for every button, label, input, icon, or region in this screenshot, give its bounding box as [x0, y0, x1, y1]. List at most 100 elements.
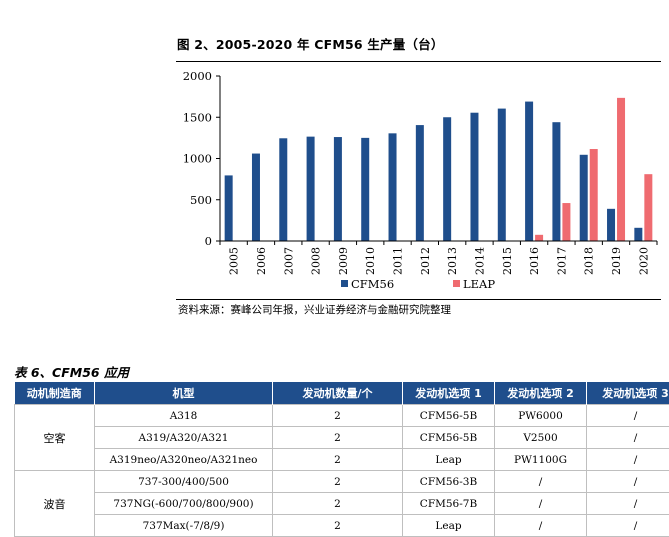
engine-count-cell: 2: [273, 449, 403, 471]
header-engine-option-1: 发动机选项 1: [403, 382, 495, 405]
x-axis: 2005 2006 2007 2008 2009 2010 2011 2012 2013 2014…: [220, 241, 657, 275]
x-tick-label: 2012: [419, 247, 432, 275]
x-tick-label: 2005: [228, 247, 241, 275]
chart-legend: CFM56 LEAP: [341, 277, 495, 291]
bar-cfm56-2019: [607, 209, 615, 241]
x-tick-label: 2016: [528, 247, 541, 275]
engine-count-cell: 2: [273, 427, 403, 449]
bar-leap-2018: [590, 149, 598, 241]
bar-cfm56-2014: [470, 113, 478, 241]
x-tick-label: 2018: [583, 247, 596, 275]
option-3-cell: /: [587, 449, 669, 471]
option-1-cell: Leap: [403, 515, 495, 537]
option-1-cell: CFM56-5B: [403, 405, 495, 427]
legend-swatch-leap: [453, 280, 460, 287]
header-engine-option-2: 发动机选项 2: [495, 382, 587, 405]
x-tick-label: 2009: [337, 247, 350, 275]
bar-cfm56-2020: [634, 228, 642, 241]
x-tick-label: 2015: [501, 247, 514, 275]
y-tick-label: 2000: [183, 69, 212, 83]
x-tick-label: 2011: [392, 247, 405, 275]
figure-title: 图 2、2005-2020 年 CFM56 生产量（台）: [177, 34, 657, 53]
header-engine-option-3: 发动机选项 3: [587, 382, 669, 405]
table-row: 737NG(-600/700/800/900) 2 CFM56-7B / /: [15, 493, 669, 515]
bar-leap-2019: [617, 98, 625, 241]
production-bar-chart: 0 500 1000 1500 2000 2005 2006 2007 2008 2009 201…: [176, 62, 660, 298]
x-tick-label: 2013: [446, 247, 459, 275]
bar-cfm56-2005: [225, 175, 233, 241]
x-tick-label: 2010: [364, 247, 377, 275]
table-row: 737Max(-7/8/9) 2 Leap / /: [15, 515, 669, 537]
manufacturer-cell: 波音: [15, 471, 95, 537]
figure-source: 资料来源：赛峰公司年报，兴业证券经济与金融研究院整理: [178, 302, 451, 317]
x-tick-label: 2008: [310, 247, 323, 275]
option-1-cell: CFM56-5B: [403, 427, 495, 449]
option-2-cell: V2500: [495, 427, 587, 449]
bar-cfm56-2009: [334, 137, 342, 241]
table-row: A319/A320/A321 2 CFM56-5B V2500 /: [15, 427, 669, 449]
engine-count-cell: 2: [273, 405, 403, 427]
option-3-cell: /: [587, 405, 669, 427]
engine-count-cell: 2: [273, 493, 403, 515]
option-2-cell: /: [495, 515, 587, 537]
manufacturer-cell: 空客: [15, 405, 95, 471]
option-3-cell: /: [587, 515, 669, 537]
bars: [225, 98, 653, 241]
table-title: 表 6、CFM56 应用: [14, 362, 129, 381]
x-tick-label: 2017: [555, 247, 568, 275]
option-2-cell: PW1100G: [495, 449, 587, 471]
model-cell: 737Max(-7/8/9): [95, 515, 273, 537]
option-3-cell: /: [587, 427, 669, 449]
y-tick-label: 1500: [183, 110, 212, 124]
option-2-cell: /: [495, 471, 587, 493]
table-row: A319neo/A320neo/A321neo 2 Leap PW1100G /: [15, 449, 669, 471]
legend-label-cfm56: CFM56: [351, 277, 394, 291]
model-cell: A318: [95, 405, 273, 427]
x-tick-label: 2014: [473, 247, 486, 275]
x-tick-label: 2006: [255, 247, 268, 275]
model-cell: A319/A320/A321: [95, 427, 273, 449]
header-manufacturer: 动机制造商: [15, 382, 95, 405]
model-cell: A319neo/A320neo/A321neo: [95, 449, 273, 471]
table-header-row: 动机制造商 机型 发动机数量/个 发动机选项 1 发动机选项 2 发动机选项 3: [15, 382, 669, 405]
engine-count-cell: 2: [273, 515, 403, 537]
header-engine-count: 发动机数量/个: [273, 382, 403, 405]
bar-leap-2016: [535, 235, 543, 241]
bar-leap-2020: [644, 174, 652, 241]
bar-cfm56-2012: [416, 125, 424, 241]
bar-cfm56-2015: [498, 109, 506, 241]
y-tick-label: 1000: [183, 152, 212, 166]
legend-swatch-cfm56: [341, 280, 348, 287]
bar-cfm56-2006: [252, 154, 260, 241]
x-tick-label: 2007: [282, 247, 295, 275]
x-tick-label: 2019: [610, 247, 623, 275]
bar-cfm56-2013: [443, 117, 451, 241]
model-cell: 737-300/400/500: [95, 471, 273, 493]
model-cell: 737NG(-600/700/800/900): [95, 493, 273, 515]
x-tick-label: 2020: [637, 247, 650, 275]
header-aircraft-model: 机型: [95, 382, 273, 405]
option-1-cell: Leap: [403, 449, 495, 471]
figure-bottom-rule: [176, 299, 661, 300]
option-1-cell: CFM56-3B: [403, 471, 495, 493]
bar-leap-2017: [562, 203, 570, 241]
bar-cfm56-2010: [361, 138, 369, 241]
option-2-cell: PW6000: [495, 405, 587, 427]
bar-cfm56-2017: [552, 122, 560, 241]
cfm56-application-table: 动机制造商 机型 发动机数量/个 发动机选项 1 发动机选项 2 发动机选项 3…: [14, 382, 669, 537]
table-row: 空客 A318 2 CFM56-5B PW6000 /: [15, 405, 669, 427]
bar-cfm56-2011: [389, 133, 397, 241]
legend-label-leap: LEAP: [463, 277, 495, 291]
bar-cfm56-2007: [279, 138, 287, 241]
bar-cfm56-2018: [580, 155, 588, 241]
table-row: 波音 737-300/400/500 2 CFM56-3B / /: [15, 471, 669, 493]
option-3-cell: /: [587, 493, 669, 515]
y-axis: 0 500 1000 1500 2000: [183, 69, 220, 248]
y-tick-label: 500: [190, 193, 212, 207]
option-1-cell: CFM56-7B: [403, 493, 495, 515]
y-tick-label: 0: [205, 234, 212, 248]
engine-count-cell: 2: [273, 471, 403, 493]
option-3-cell: /: [587, 471, 669, 493]
bar-cfm56-2008: [307, 137, 315, 241]
bar-cfm56-2016: [525, 102, 533, 241]
